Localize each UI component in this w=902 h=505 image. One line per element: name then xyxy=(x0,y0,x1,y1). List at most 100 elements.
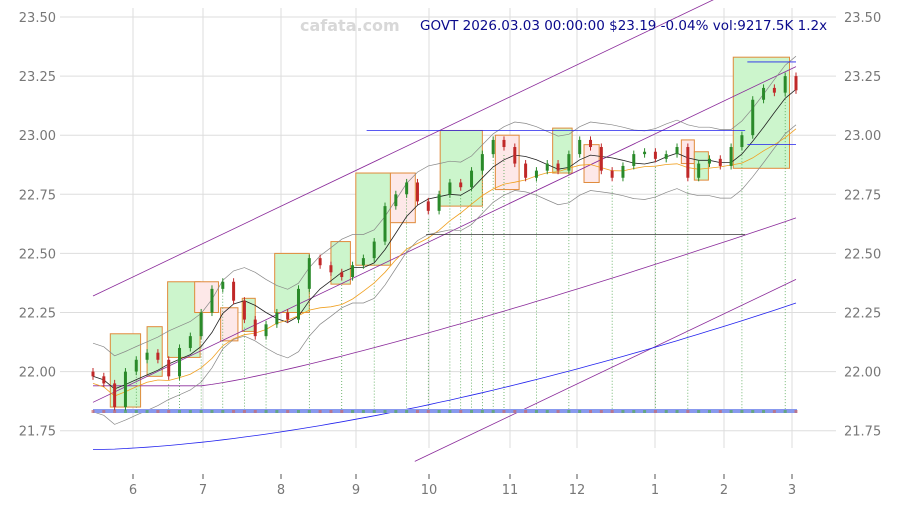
volume-bar xyxy=(437,410,441,413)
candle-body xyxy=(610,170,614,178)
x-tick-label: 6 xyxy=(129,483,137,498)
candle-body xyxy=(437,194,441,211)
candle-body xyxy=(394,194,398,207)
volume-bar xyxy=(167,410,171,413)
volume-bar xyxy=(264,410,268,413)
range-box-down xyxy=(494,134,520,191)
volume-bar xyxy=(794,410,798,413)
volume-bar xyxy=(307,410,311,413)
candle-body xyxy=(567,154,571,171)
candle-body xyxy=(275,312,279,325)
x-tick-label: 3 xyxy=(788,483,796,498)
volume-bar xyxy=(242,410,246,413)
y-tick-left: 22.75 xyxy=(19,188,56,203)
volume-bar xyxy=(415,410,419,413)
range-box-down xyxy=(583,144,600,183)
range-box-up xyxy=(732,56,791,169)
volume-bar xyxy=(513,410,517,413)
volume-bar xyxy=(361,410,365,413)
volume-bar xyxy=(491,410,495,413)
candle-body xyxy=(102,376,106,384)
short-moving-average xyxy=(92,88,797,390)
volume-bar xyxy=(524,410,528,413)
volume-bar xyxy=(156,410,160,413)
candle-body xyxy=(491,139,495,155)
volume-bar xyxy=(329,410,333,413)
candle-body xyxy=(123,371,127,408)
volume-bar xyxy=(459,410,463,413)
candle-body xyxy=(686,147,690,178)
volume-bar xyxy=(470,410,474,413)
candle-body xyxy=(232,281,236,301)
volume-bar xyxy=(534,410,538,413)
y-tick-right: 23.50 xyxy=(844,11,881,26)
y-tick-right: 22.25 xyxy=(844,307,881,322)
candle-body xyxy=(675,147,679,155)
volume-bar xyxy=(318,410,322,413)
volume-bar xyxy=(383,410,387,413)
volume-bar xyxy=(340,410,344,413)
candle-body xyxy=(459,182,463,188)
candle-body xyxy=(621,165,625,178)
volume-bar xyxy=(751,410,755,413)
y-tick-right: 22.75 xyxy=(844,188,881,203)
x-tick-label: 10 xyxy=(421,483,438,498)
candle-body xyxy=(145,352,149,360)
volume-bar xyxy=(664,410,668,413)
x-tick-label: 8 xyxy=(277,483,285,498)
volume-bar xyxy=(545,410,549,413)
candle-body xyxy=(643,151,647,155)
candle-body xyxy=(502,139,506,148)
x-tick-label: 9 xyxy=(352,483,360,498)
candle-body xyxy=(697,163,701,178)
candle-body xyxy=(707,158,711,164)
y-tick-left: 21.75 xyxy=(19,425,56,440)
volume-bar xyxy=(783,410,787,413)
volume-bar xyxy=(199,410,203,413)
candle-body xyxy=(210,288,214,313)
y-tick-right: 22.00 xyxy=(844,366,881,381)
candle-body xyxy=(524,163,528,178)
range-box-up xyxy=(274,252,310,313)
candle-body xyxy=(664,154,668,159)
volume-bar xyxy=(686,410,690,413)
candle-body xyxy=(296,288,300,320)
x-tick-label: 7 xyxy=(199,483,207,498)
y-tick-left: 23.25 xyxy=(19,70,56,85)
candle-body xyxy=(264,324,268,337)
candle-body xyxy=(545,163,549,171)
medium-moving-average xyxy=(92,128,797,397)
volume-bar xyxy=(740,410,744,413)
range-box-up xyxy=(693,151,709,181)
candle-body xyxy=(242,300,246,320)
volume-bar xyxy=(772,410,776,413)
candle-body xyxy=(221,281,225,289)
volume-bar xyxy=(589,410,593,413)
volume-bar xyxy=(653,410,657,413)
x-tick-label: 1 xyxy=(651,483,659,498)
regression-channel-line xyxy=(92,0,714,297)
volume-bar xyxy=(578,410,582,413)
volume-bar xyxy=(221,410,225,413)
y-tick-right: 22.50 xyxy=(844,247,881,262)
mid-moving-average xyxy=(93,217,797,387)
candle-body xyxy=(383,206,387,242)
candle-body xyxy=(740,135,744,148)
candle-body xyxy=(426,201,430,211)
bollinger-lower xyxy=(92,124,797,425)
candle-body xyxy=(729,147,733,166)
volume-bar xyxy=(275,410,279,413)
candle-body xyxy=(372,241,376,259)
candle-body xyxy=(556,163,560,171)
volume-bar xyxy=(232,410,236,413)
candle-body xyxy=(318,258,322,266)
regression-channel-line xyxy=(414,279,797,462)
volume-bar xyxy=(188,410,192,413)
volume-bar xyxy=(643,410,647,413)
candle-body xyxy=(772,87,776,93)
volume-bar xyxy=(729,410,733,413)
volume-bar xyxy=(178,410,182,413)
candle-body xyxy=(632,154,636,166)
candle-body xyxy=(286,312,290,320)
